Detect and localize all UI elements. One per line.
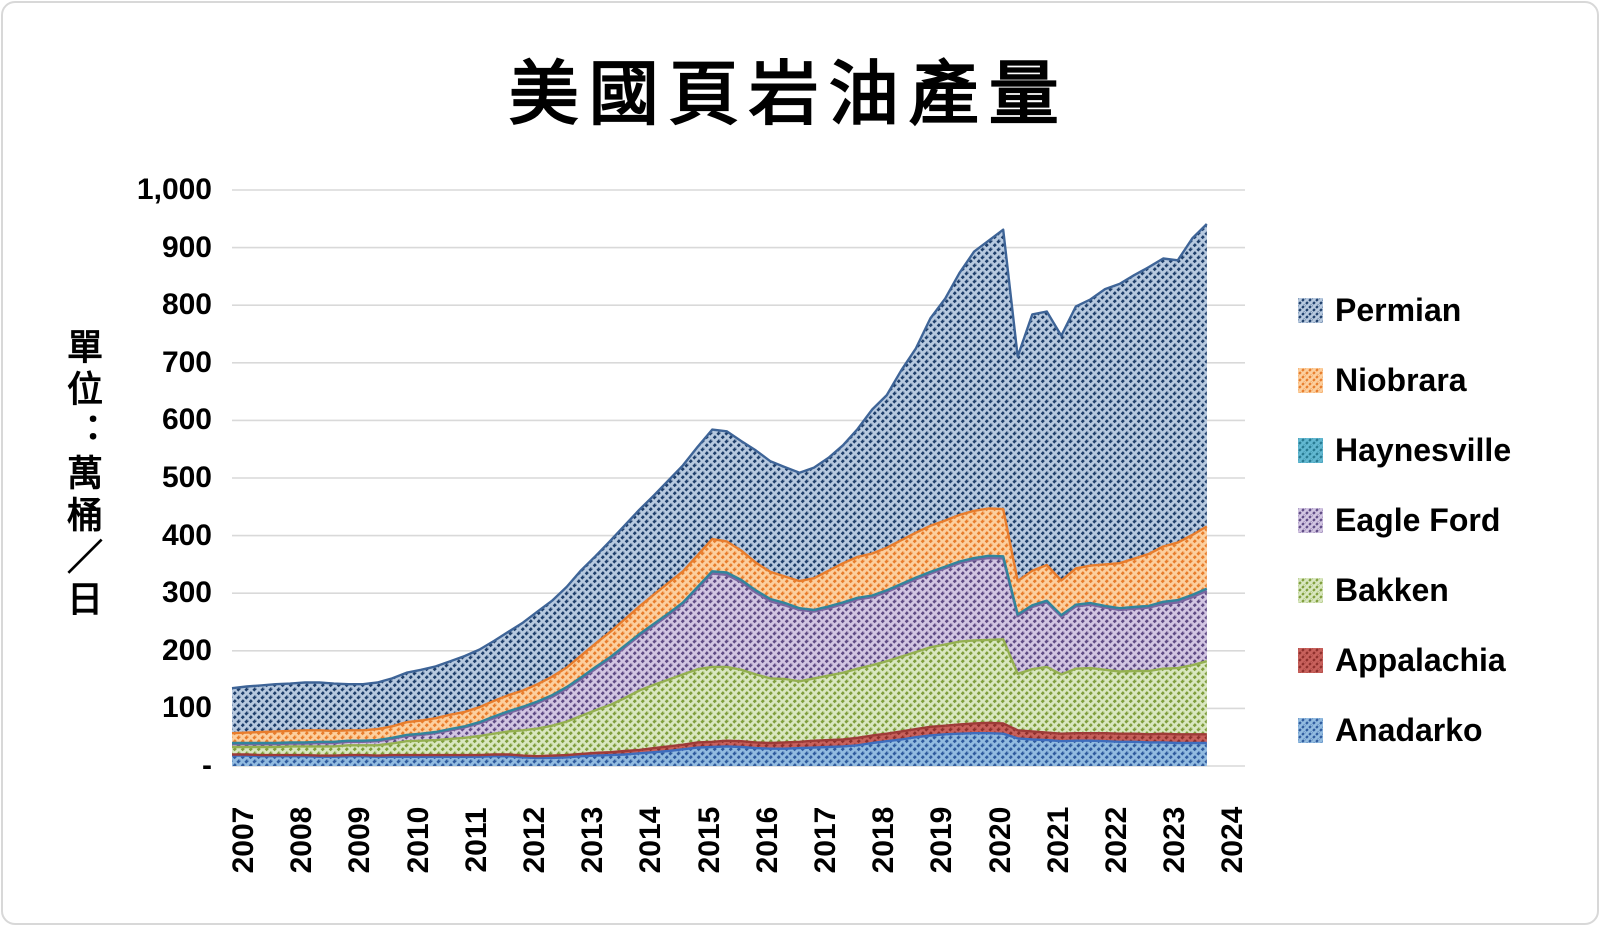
area-edge-niobrara bbox=[231, 507, 1208, 735]
x-tick-label-2013: 2013 bbox=[576, 806, 610, 874]
legend: Permian Niobrara Haynesville Eagle Ford Bakk… bbox=[1298, 288, 1511, 778]
legend-label: Anadarko bbox=[1335, 711, 1483, 748]
area-edge-anadarko bbox=[232, 732, 1207, 760]
y-tick-label-500: 500 bbox=[161, 461, 212, 494]
band-edges bbox=[231, 223, 1208, 760]
y-tick-label-300: 300 bbox=[161, 576, 212, 610]
legend-item-haynesville: Haynesville bbox=[1298, 428, 1511, 472]
legend-label: Haynesville bbox=[1335, 431, 1512, 468]
y-tick-label-100: 100 bbox=[161, 691, 212, 725]
legend-item-niobrara: Niobrara bbox=[1298, 358, 1511, 402]
legend-swatch-icon bbox=[1298, 647, 1323, 673]
legend-item-permian: Permian bbox=[1298, 288, 1511, 332]
legend-item-anadarko: Anadarko bbox=[1298, 708, 1511, 752]
legend-swatch-icon bbox=[1298, 297, 1323, 323]
legend-item-appalachia: Appalachia bbox=[1298, 638, 1511, 682]
legend-label: Appalachia bbox=[1335, 641, 1506, 678]
area-edge-bakken bbox=[232, 638, 1208, 749]
y-tick-label-0: - bbox=[202, 749, 212, 782]
x-tick-label-2009: 2009 bbox=[343, 806, 377, 874]
y-tick-label-1000: 1,000 bbox=[136, 173, 212, 206]
stacked-areas bbox=[232, 224, 1207, 766]
legend-label: Eagle Ford bbox=[1335, 501, 1501, 538]
area-edge-haynesville bbox=[232, 554, 1208, 745]
x-tick-label-2008: 2008 bbox=[285, 806, 319, 874]
area-hatch-eagle-ford bbox=[232, 558, 1207, 747]
y-tick-label-400: 400 bbox=[161, 518, 212, 552]
area-edge-appalachia bbox=[232, 721, 1207, 758]
x-tick-label-2022: 2022 bbox=[1100, 806, 1133, 874]
legend-swatch-icon bbox=[1298, 507, 1323, 533]
x-tick-label-2018: 2018 bbox=[867, 806, 901, 874]
area-hatch-permian bbox=[232, 224, 1207, 734]
x-tick-label-2019: 2019 bbox=[925, 806, 959, 874]
legend-swatch-icon bbox=[1298, 437, 1323, 463]
legend-swatch-icon bbox=[1298, 717, 1323, 743]
legend-label: Niobrara bbox=[1335, 361, 1467, 398]
y-tick-label-900: 900 bbox=[161, 230, 212, 264]
x-tick-label-2021: 2021 bbox=[1041, 806, 1075, 874]
x-tick-label-2017: 2017 bbox=[809, 806, 842, 874]
legend-swatch-icon bbox=[1298, 577, 1323, 603]
chart-title: 美國頁岩油產量 bbox=[508, 52, 1069, 135]
y-tick-label-600: 600 bbox=[161, 403, 212, 437]
x-tick-label-2007: 2007 bbox=[227, 806, 260, 874]
y-tick-label-800: 800 bbox=[161, 288, 212, 322]
x-tick-label-2016: 2016 bbox=[750, 806, 784, 874]
x-tick-label-2024: 2024 bbox=[1216, 806, 1250, 874]
legend-item-bakken: Bakken bbox=[1298, 568, 1511, 612]
x-tick-label-2011: 2011 bbox=[459, 807, 493, 873]
x-tick-label-2014: 2014 bbox=[634, 806, 668, 874]
legend-swatch-icon bbox=[1298, 367, 1323, 393]
area-hatch-bakken bbox=[232, 639, 1207, 757]
x-tick-label-2020: 2020 bbox=[983, 806, 1017, 874]
area-hatch-appalachia bbox=[232, 722, 1207, 758]
area-hatch-niobrara bbox=[232, 508, 1207, 743]
x-tick-label-2015: 2015 bbox=[692, 806, 726, 874]
y-tick-label-200: 200 bbox=[161, 633, 212, 667]
legend-item-eagle-ford: Eagle Ford bbox=[1298, 498, 1511, 542]
x-tick-label-2010: 2010 bbox=[401, 806, 435, 874]
legend-label: Permian bbox=[1335, 291, 1462, 328]
y-tick-label-700: 700 bbox=[161, 345, 212, 379]
x-tick-label-2023: 2023 bbox=[1158, 806, 1192, 874]
x-tick-label-2012: 2012 bbox=[518, 806, 551, 874]
y-axis-title: 單位：萬桶／日 bbox=[61, 328, 103, 622]
area-edge-permian bbox=[231, 223, 1208, 690]
legend-label: Bakken bbox=[1335, 571, 1449, 608]
